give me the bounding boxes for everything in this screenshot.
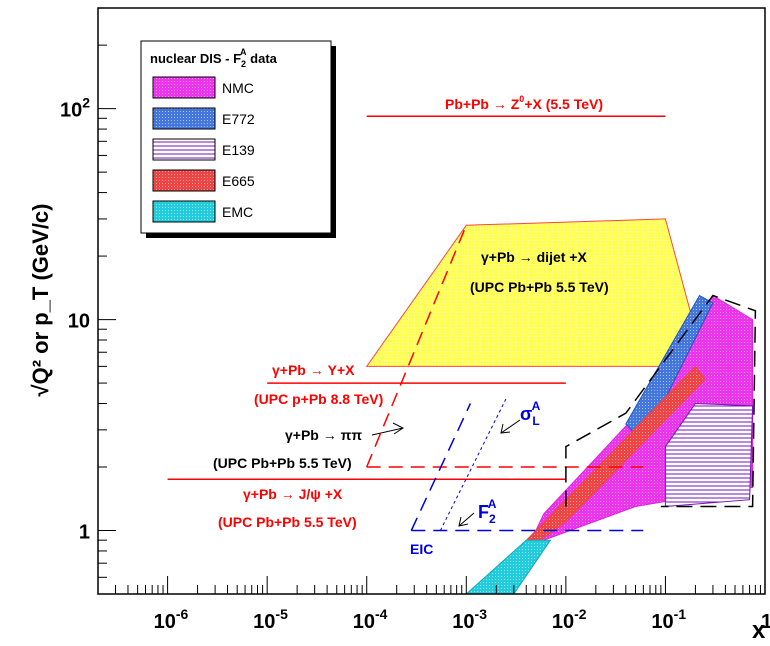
y-tick-base: 10 [60,100,82,122]
x-tick-exp: -6 [176,606,189,622]
annotation-jpsi: γ+Pb → J/ψ +X [243,486,343,502]
region-emc [464,539,552,595]
legend-title-end: data [247,51,278,66]
line-nmc-outline [565,294,757,508]
y-axis-title: √Q² or p_T (GeV/c) [28,204,53,397]
annotation-pipi: γ+Pb → ππ [285,427,362,443]
annotation-upsilon-upc: (UPC p+Pb 8.8 TeV) [254,391,383,407]
lines [167,115,757,532]
legend-label-e772: E772 [222,111,255,127]
legend-title: nuclear DIS - F2 A data [150,47,278,69]
annotation-z0-sup: 0 [519,94,524,104]
y-tick-exp: 2 [82,95,90,111]
annotation-z0: Pb+Pb → Z0+X (5.5 TeV) [445,94,603,112]
annotations: Pb+Pb → Z0+X (5.5 TeV) γ+Pb → dijet +X (… [213,94,609,557]
x-tick-base: 10 [452,611,474,633]
sigma-sub: L [532,414,539,428]
f2-symbol: F [478,502,489,522]
annotation-dijet-upc: (UPC Pb+Pb 5.5 TeV) [470,279,609,295]
legend-label-emc: EMC [222,204,253,220]
regions [365,218,754,595]
x-tick-base: 10 [353,611,375,633]
f2-sup: A [488,497,497,511]
annotation-f2: F2A [478,497,497,526]
legend-label-nmc: NMC [222,80,254,96]
legend-title-sub: 2 [241,59,246,69]
line-sigmal-slope [439,398,507,531]
legend-label-e139: E139 [222,142,255,158]
annotation-dijet: γ+Pb → dijet +X [481,249,587,265]
x-tick-label: 10-2 [552,606,587,633]
y-tick-label: 10 [68,311,90,333]
x-tick-base: 10 [154,611,176,633]
x-tick-label: 10-3 [452,606,487,633]
legend-label-e665: E665 [222,173,255,189]
annotation-jpsi-upc: (UPC Pb+Pb 5.5 TeV) [218,514,357,530]
legend-title-sup: A [240,47,247,57]
x-tick-label: 1 [761,611,770,633]
legend-swatch-nmc [152,76,216,99]
arrow-pipi [371,422,404,436]
y-tick-base: 1 [79,522,90,544]
annotation-z0-tail: +X (5.5 TeV) [524,96,603,112]
x-tick-base: 10 [253,611,275,633]
f2-sub: 2 [489,512,496,526]
x-tick-base: 10 [651,611,673,633]
x-tick-label: 10-6 [154,606,189,633]
y-tick-label: 102 [60,95,90,122]
arrow-sigma [500,419,521,434]
x-tick-exp: -3 [475,606,488,622]
x-tick-exp: -1 [674,606,687,622]
arrow-f2 [458,512,475,527]
y-axis-title-text: √Q² or p_T (GeV/c) [28,204,53,397]
sigma-symbol: σ [520,404,532,424]
legend-swatch-e772 [152,107,216,130]
annotation-z0-text: Pb+Pb → Z [445,96,520,112]
legend-swatch-e139 [152,138,216,161]
x-tick-base: 10 [552,611,574,633]
x-tick-exp: -2 [574,606,587,622]
legend-swatch-e665 [152,169,216,192]
x-axis-title: x [752,617,766,644]
x-tick-label: 10-1 [651,606,686,633]
annotation-pipi-upc: (UPC Pb+Pb 5.5 TeV) [213,455,352,471]
annotation-upsilon: γ+Pb → Υ+X [272,362,355,378]
x-tick-exp: -5 [275,606,288,622]
y-tick-base: 10 [68,311,90,333]
y-tick-label: 1 [79,522,90,544]
legend: nuclear DIS - F2 A data NMC E772 E139 E66… [140,40,336,238]
line-eic-slope [410,403,472,531]
legend-swatch-emc [152,200,216,223]
x-tick-base: 1 [761,611,770,633]
sigma-sup: A [532,399,541,413]
annotation-eic: EIC [410,541,433,557]
region-dijet [365,218,706,367]
x-tick-exp: -4 [375,606,388,622]
x-tick-label: 10-4 [353,606,388,633]
legend-title-main: nuclear DIS - F [150,51,241,66]
annotation-sigma-l: σLA [520,399,541,428]
x-tick-label: 10-5 [253,606,288,633]
plot-frame [97,7,766,595]
region-e139 [664,402,754,508]
